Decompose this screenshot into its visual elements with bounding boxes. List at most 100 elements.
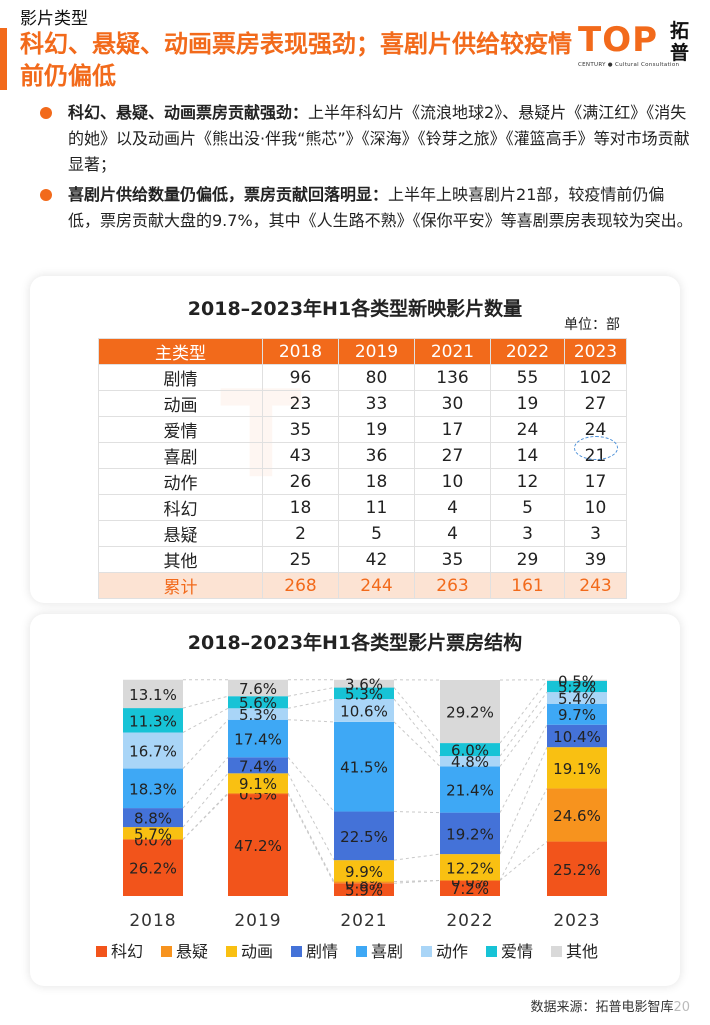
data-label: 3.6% [345, 676, 383, 694]
connector-line [287, 698, 335, 709]
legend-swatch [421, 946, 432, 957]
page-number: 20 [673, 1000, 690, 1015]
bar-segment [334, 860, 394, 882]
bar-segment [334, 687, 394, 700]
connector-line [182, 695, 229, 709]
data-label: 7.4% [239, 757, 277, 775]
table-row: 动作 26 18 10 12 17 [98, 468, 627, 495]
connector-line [393, 687, 441, 744]
bullet-heading: 科幻、悬疑、动画票房贡献强劲： [68, 103, 309, 122]
table-total-cell: 累计 [98, 572, 263, 599]
bullet-dot-icon [40, 189, 52, 201]
x-tick-label: 2018 [129, 911, 176, 931]
data-label: 29.2% [446, 704, 494, 722]
table-total-cell: 243 [564, 572, 627, 599]
data-label: 8.8% [134, 810, 172, 828]
table-cell: 55 [490, 364, 565, 391]
connector-line [182, 793, 229, 840]
data-label: 25.2% [553, 861, 601, 879]
data-label: 41.5% [340, 759, 388, 777]
bar-segment [440, 680, 500, 744]
bar-segment [123, 679, 183, 709]
bar-segment [228, 719, 288, 758]
table-cell: 其他 [98, 546, 263, 573]
table-cell: 102 [564, 364, 627, 391]
data-label: 16.7% [129, 743, 177, 761]
connector-line [287, 687, 335, 697]
bar-segment [123, 708, 183, 733]
table-unit: 单位：部 [564, 317, 620, 333]
data-label: 10.6% [340, 702, 388, 720]
legend-label: 剧情 [306, 942, 338, 961]
bar-segment [123, 768, 183, 809]
table-cell: 39 [564, 546, 627, 573]
legend-label: 爱情 [501, 942, 533, 961]
connector-line [182, 719, 229, 769]
accent-bar [0, 28, 7, 90]
page-title: 科幻、悬疑、动画票房表现强劲；喜剧片供给较疫情前仍偏低 [20, 30, 572, 90]
connector-line [393, 879, 441, 883]
data-label: 5.4% [558, 690, 596, 708]
bar-segment [547, 703, 607, 725]
legend-swatch [226, 946, 237, 957]
legend-swatch [161, 946, 172, 957]
x-tick-label: 2023 [553, 911, 600, 931]
table-cell: 80 [338, 364, 415, 391]
bar-segment [547, 747, 607, 789]
table-cell: 动作 [98, 468, 263, 495]
logo-cn: 拓普 [670, 20, 690, 64]
bullet-text: 上半年上映喜剧片21部，较疫情前仍偏低，票房贡献大盘的9.7%，其中《人生路不熟… [68, 185, 693, 230]
bar-segment [334, 721, 394, 812]
bar-segment [547, 841, 607, 896]
connector-line [393, 698, 441, 757]
table-cell: 17 [564, 468, 627, 495]
connector-line [499, 746, 548, 855]
table-cell: 42 [338, 546, 415, 573]
legend-swatch [96, 946, 107, 957]
bar-segment [440, 880, 500, 896]
connector-line [287, 792, 335, 882]
table-cell: 43 [262, 442, 339, 469]
table-cell: 剧情 [98, 364, 263, 391]
table-cell: 喜剧 [98, 442, 263, 469]
connector-line [499, 680, 548, 744]
connector-line [499, 841, 548, 881]
bar-segment [334, 883, 394, 896]
data-label: 6.0% [451, 742, 489, 760]
legend-swatch [486, 946, 497, 957]
table-total-cell: 244 [338, 572, 415, 599]
table-cell: 12 [490, 468, 565, 495]
bar-segment [228, 792, 288, 795]
bar-segment [440, 812, 500, 855]
connector-line [393, 853, 441, 861]
bar-segment [334, 699, 394, 722]
table-header-cell: 2021 [414, 338, 491, 365]
source-text: 数据来源：拓普电影智库 [530, 1000, 674, 1015]
bar-segment [228, 696, 288, 709]
table-cell: 29 [490, 546, 565, 573]
bar-segment [547, 680, 607, 693]
connector-line [499, 788, 548, 881]
bar-segment [123, 732, 183, 769]
table-row: 动画 23 33 30 19 27 [98, 390, 627, 417]
legend-label: 喜剧 [371, 942, 403, 961]
bar-segment [334, 881, 394, 884]
bar-segment [334, 811, 394, 861]
data-label: 26.2% [129, 860, 177, 878]
data-label: 7.2% [451, 880, 489, 898]
data-label: 12.2% [446, 859, 494, 877]
film-count-table: 主类型 2018 2019 2021 2022 2023 剧情 96 80 136 55 102 动画… [98, 338, 627, 599]
table-cell: 科幻 [98, 494, 263, 521]
connector-line [393, 811, 441, 814]
legend-label: 其他 [566, 942, 598, 961]
connector-line [182, 707, 229, 733]
data-label: 5.6% [239, 694, 277, 712]
data-label: 0.5% [558, 672, 596, 690]
x-tick-label: 2022 [446, 911, 493, 931]
table-row: 其他 25 42 35 29 39 [98, 546, 627, 573]
x-tick-label: 2019 [234, 911, 281, 931]
table-row: 喜剧 43 36 27 14 21 [98, 442, 627, 469]
bar-segment [440, 743, 500, 757]
chart-title: 2018–2023年H1各类型影片票房结构 [187, 632, 523, 654]
table-cell: 4 [414, 494, 491, 521]
